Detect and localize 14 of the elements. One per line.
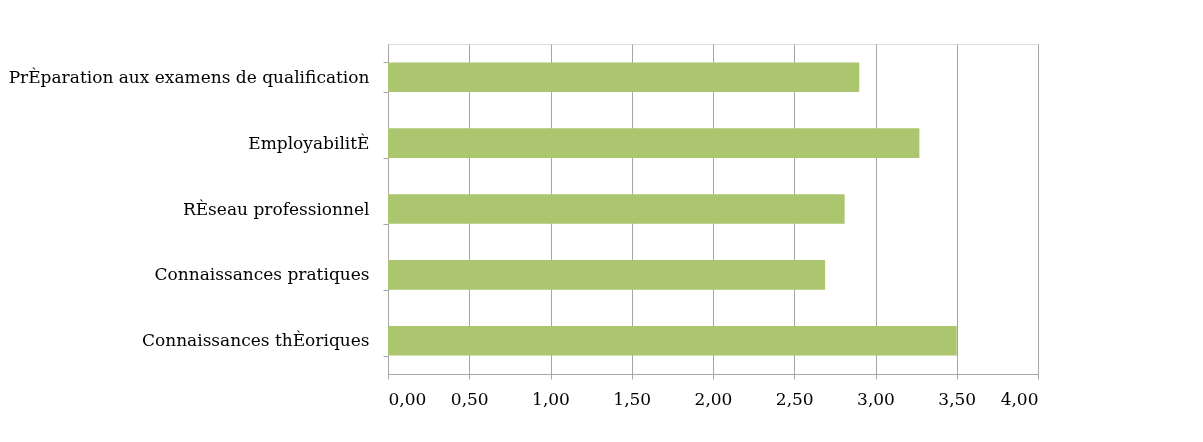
x-tick-label: 0,50 <box>450 388 489 409</box>
x-tick-label: 2,00 <box>694 388 733 409</box>
y-tick-label: Connaissances pratiques <box>154 264 370 285</box>
y-tick-label: PrÈparation aux examens de qualification <box>8 66 370 87</box>
y-tick-label: RÈseau professionnel <box>182 198 370 219</box>
x-tick-label: 2,50 <box>775 388 814 409</box>
y-tick-label: EmployabilitÈ <box>248 132 370 153</box>
x-tick-label: 0,00 <box>388 388 427 409</box>
x-tick-label: 4,00 <box>1000 388 1039 409</box>
x-tick-label: 3,50 <box>938 388 977 409</box>
y-tick-label: Connaissances thÈoriques <box>141 330 370 351</box>
x-tick-label: 1,50 <box>613 388 652 409</box>
x-tick-label: 3,00 <box>857 388 895 409</box>
x-tick-label: 1,00 <box>532 388 570 409</box>
